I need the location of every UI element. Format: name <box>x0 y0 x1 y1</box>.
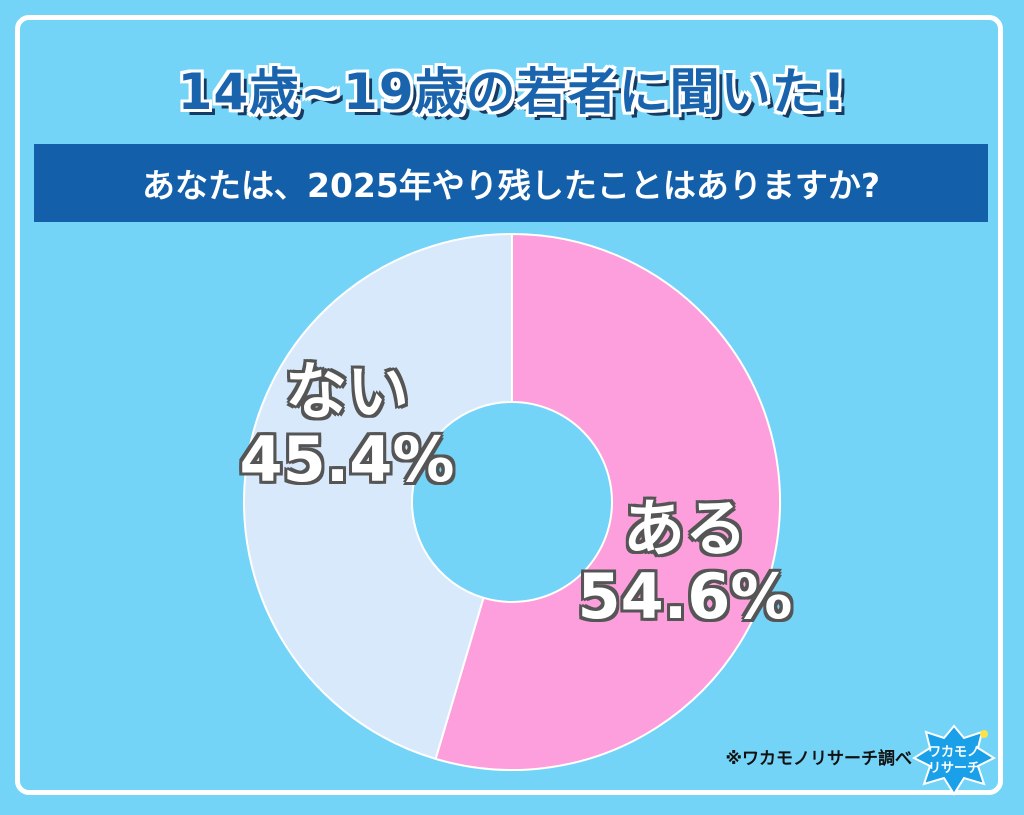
donut-slice-0 <box>434 232 781 771</box>
svg-text:リサーチ: リサーチ <box>928 761 980 776</box>
question-banner: あなたは、2025年やり残したことはありますか? <box>34 144 988 222</box>
slice-name-nai: ない <box>284 355 409 428</box>
white-frame <box>15 15 1003 795</box>
slice-label-aru: ある 54.6% <box>560 492 810 634</box>
donut-slice-1 <box>243 232 513 761</box>
slice-value-aru: 54.6% <box>577 560 793 634</box>
slice-label-nai: ない 45.4% <box>222 355 472 497</box>
source-note: ※ワカモノリサーチ調べ <box>725 749 912 769</box>
svg-text:ワカモノ: ワカモノ <box>928 745 980 760</box>
wakamono-research-logo: ワカモノ リサーチ <box>912 724 996 796</box>
question-text: あなたは、2025年やり残したことはありますか? <box>142 166 880 205</box>
page-title: 14歳~19歳の若者に聞いた! <box>177 63 847 121</box>
slice-name-aru: ある <box>622 492 747 565</box>
slice-value-nai: 45.4% <box>239 423 455 497</box>
